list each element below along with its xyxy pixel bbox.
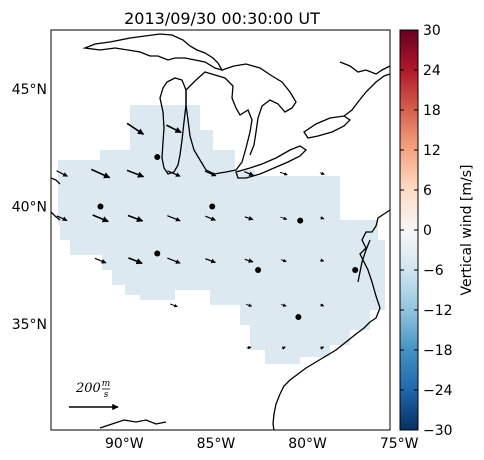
- wind-vector-arrow: [280, 216, 288, 220]
- east-coast-outline: [272, 209, 390, 430]
- wind-vector-arrow: [56, 215, 68, 222]
- station-dot: [209, 203, 216, 210]
- wind-vector-arrow: [205, 215, 216, 221]
- wind-vector-arrow: [320, 303, 325, 307]
- wind-vector-arrow: [204, 170, 217, 177]
- wind-vector-arrow: [90, 168, 111, 179]
- colorbar-ticks: 30 24 18 12 6 0 −6 −12 −18 −24 −30: [400, 23, 453, 439]
- colorbar-tick-label: 6: [423, 183, 432, 199]
- longitude-label: 80°W: [288, 436, 327, 452]
- wind-vector-arrow: [246, 346, 252, 350]
- west-lakeshore-outline: [51, 177, 61, 185]
- west-lakeshore-outline-2: [51, 211, 61, 221]
- station-dot: [297, 217, 304, 224]
- wind-vector-arrow: [92, 214, 109, 223]
- colorbar-tick-label: −12: [423, 303, 453, 319]
- wind-vector-arrow: [166, 124, 182, 134]
- colorbar-label: Vertical wind [m/s]: [459, 165, 475, 296]
- lake-ontario-outline: [303, 115, 352, 139]
- reference-vector-unit-denominator: s: [104, 390, 109, 400]
- latitude-label: 40°N: [12, 199, 47, 215]
- wind-vector-arrow: [245, 303, 253, 307]
- gulf-coast-outline: [99, 419, 167, 429]
- wind-vector-arrow: [126, 169, 145, 178]
- lake-huron-outline: [221, 63, 297, 156]
- station-dot: [255, 267, 262, 273]
- reference-vector-unit-numerator: m: [102, 379, 111, 389]
- wind-vector-arrow: [167, 257, 181, 264]
- colorbar-tick-label: 12: [423, 143, 441, 159]
- colorbar-tick-label: 18: [423, 103, 441, 119]
- colorbar-tick-label: −18: [423, 343, 453, 359]
- latitude-label: 35°N: [12, 317, 47, 333]
- longitude-label: 90°W: [105, 436, 144, 452]
- wind-vector-arrow: [319, 171, 325, 175]
- northeast-coast-outline: [339, 61, 390, 75]
- map-frame: [50, 29, 391, 431]
- wind-vector-arrow: [281, 346, 286, 350]
- wind-vector-arrow: [320, 346, 325, 350]
- wind-vector-arrow: [320, 216, 325, 220]
- st-lawrence-outline: [343, 73, 390, 117]
- station-dot: [154, 154, 161, 161]
- wind-vector-arrow: [167, 215, 181, 222]
- wind-vector-arrow: [244, 258, 254, 263]
- latitude-label: 45°N: [12, 82, 47, 98]
- wind-vector-arrow: [126, 122, 145, 136]
- station-dot: [295, 314, 302, 321]
- wind-vector-arrow: [280, 258, 287, 263]
- longitude-label: 75°W: [380, 436, 419, 452]
- colorbar-tick-label: 0: [423, 223, 432, 239]
- reference-vector-value: 200: [75, 381, 101, 396]
- wind-vector-arrow: [167, 170, 181, 177]
- colorbar-tick-label: −30: [423, 423, 453, 439]
- colorbar-tick-label: −24: [423, 383, 453, 399]
- reference-vector-legend: 200 m s: [69, 379, 119, 411]
- colorbar-tick-label: −6: [423, 263, 444, 279]
- longitude-labels: 90°W 85°W 80°W 75°W: [105, 436, 419, 452]
- map-content: 200 m s: [51, 33, 390, 430]
- wind-vector-arrow: [127, 214, 144, 222]
- station-dot: [154, 250, 161, 257]
- longitude-label: 85°W: [197, 436, 236, 452]
- wind-vector-arrow: [281, 303, 287, 307]
- station-layer: [97, 154, 359, 321]
- wind-vector-arrow: [128, 257, 143, 265]
- wind-vector-arrow: [94, 257, 107, 264]
- wind-vector-arrow: [320, 258, 325, 262]
- michigan-peninsula-outline: [185, 71, 253, 175]
- wind-vector-arrow: [244, 171, 254, 176]
- map-title: 2013/09/30 00:30:00 UT: [124, 9, 320, 28]
- chesapeake-outline: [357, 239, 371, 283]
- latitude-labels: 45°N 40°N 35°N: [12, 82, 47, 333]
- station-dot: [97, 203, 104, 210]
- coastlines: [51, 33, 390, 430]
- colorbar-tick-label: 30: [423, 23, 441, 39]
- wind-vector-arrow: [279, 171, 288, 176]
- wind-vector-arrow: [205, 258, 216, 264]
- wind-vector-arrow: [244, 215, 254, 221]
- colorbar-tick-label: 24: [423, 63, 441, 79]
- station-dot: [352, 267, 359, 273]
- wind-vector-arrow: [56, 170, 68, 177]
- wind-vector-layer: [56, 122, 325, 350]
- wind-vector-arrow: [169, 303, 178, 308]
- vertical-wind-field: [58, 105, 385, 364]
- lake-erie-outline: [235, 145, 308, 179]
